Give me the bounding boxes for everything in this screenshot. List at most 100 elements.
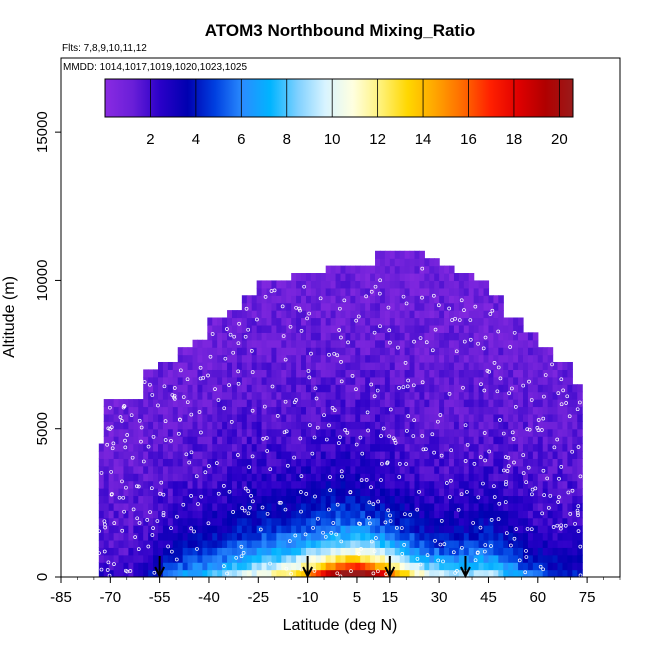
sample-point xyxy=(364,294,368,299)
heatmap-cell xyxy=(419,406,425,415)
heatmap-cell xyxy=(365,502,371,511)
heatmap-cell xyxy=(518,421,524,430)
heatmap-cell xyxy=(98,458,105,467)
heatmap-cell xyxy=(197,510,203,519)
heatmap-cell xyxy=(355,317,361,326)
heatmap-cell xyxy=(458,562,465,571)
heatmap-cell xyxy=(508,525,514,534)
heatmap-cell xyxy=(187,413,194,422)
heatmap-cell xyxy=(256,399,263,408)
heatmap-cell xyxy=(429,539,435,548)
heatmap-cell xyxy=(182,369,189,378)
heatmap-cell xyxy=(498,317,504,326)
heatmap-cell xyxy=(375,310,381,319)
sample-point xyxy=(187,460,192,465)
heatmap-cell xyxy=(217,480,223,489)
heatmap-cell xyxy=(123,525,130,534)
heatmap-cell xyxy=(118,443,125,452)
heatmap-cell xyxy=(113,532,120,541)
heatmap-cell xyxy=(305,295,312,304)
sample-point xyxy=(397,475,402,479)
heatmap-cell xyxy=(463,443,470,452)
sample-point xyxy=(397,462,402,466)
heatmap-cell xyxy=(379,310,386,319)
heatmap-cell xyxy=(473,539,480,548)
sample-point xyxy=(399,526,404,530)
heatmap-cell xyxy=(375,436,381,445)
heatmap-cell xyxy=(335,450,342,459)
heatmap-cell xyxy=(335,569,342,577)
heatmap-cell xyxy=(355,369,361,378)
heatmap-cell xyxy=(192,517,199,526)
heatmap-cell xyxy=(246,473,253,482)
sample-point xyxy=(329,531,334,535)
sample-point xyxy=(436,419,440,424)
heatmap-cell xyxy=(513,532,519,541)
heatmap-cell xyxy=(108,428,115,437)
heatmap-cell xyxy=(276,421,282,430)
sample-point xyxy=(524,480,529,485)
heatmap-cell xyxy=(153,369,159,378)
sample-point xyxy=(189,526,193,531)
heatmap-cell xyxy=(404,310,411,319)
heatmap-cell xyxy=(355,361,361,370)
heatmap-cell xyxy=(478,361,485,370)
heatmap-cell xyxy=(133,488,139,497)
heatmap-cell xyxy=(375,510,381,519)
sample-point xyxy=(170,549,174,554)
heatmap-cell xyxy=(162,450,169,459)
heatmap-cell xyxy=(478,376,485,385)
heatmap-cell xyxy=(429,532,435,541)
sample-point xyxy=(236,369,241,374)
heatmap-cell xyxy=(379,295,386,304)
heatmap-cell xyxy=(458,495,465,504)
colorbar-tick-label: 10 xyxy=(324,131,341,148)
heatmap-cell xyxy=(271,502,277,511)
heatmap-cell xyxy=(167,376,174,385)
sample-point xyxy=(206,521,211,526)
heatmap-cell xyxy=(325,517,332,526)
heatmap-cell xyxy=(227,480,233,489)
heatmap-cell xyxy=(399,273,406,282)
sample-point xyxy=(461,385,465,390)
heatmap-cell xyxy=(103,525,110,534)
heatmap-cell xyxy=(365,495,371,504)
heatmap-cell xyxy=(355,465,361,474)
heatmap-cell xyxy=(197,436,203,445)
heatmap-cell xyxy=(394,302,401,311)
heatmap-cell xyxy=(98,554,105,563)
heatmap-cell xyxy=(379,480,386,489)
heatmap-cell xyxy=(143,480,149,489)
heatmap-cell xyxy=(197,532,203,541)
heatmap-cell xyxy=(207,339,213,348)
heatmap-cell xyxy=(488,554,495,563)
heatmap-cell xyxy=(222,517,228,526)
heatmap-cell xyxy=(276,391,282,400)
heatmap-cell xyxy=(453,399,460,408)
heatmap-cell xyxy=(167,554,174,563)
heatmap-cell xyxy=(552,525,559,534)
heatmap-cell xyxy=(567,399,573,408)
heatmap-cell xyxy=(320,324,327,333)
sample-point xyxy=(563,523,568,528)
sample-point xyxy=(495,389,500,394)
sample-point xyxy=(478,455,483,460)
sample-point xyxy=(438,542,443,547)
heatmap-cell xyxy=(266,525,273,534)
heatmap-cell xyxy=(355,443,361,452)
sample-point xyxy=(112,521,117,525)
heatmap-cell xyxy=(449,280,455,289)
heatmap-cell xyxy=(384,361,391,370)
heatmap-cell xyxy=(394,287,401,296)
sample-point xyxy=(97,529,101,534)
heatmap-cell xyxy=(394,339,401,348)
heatmap-cell xyxy=(246,317,253,326)
heatmap-cell xyxy=(394,280,401,289)
heatmap-cell xyxy=(291,428,297,437)
heatmap-cell xyxy=(567,532,573,541)
heatmap-cell xyxy=(350,510,356,519)
sample-point xyxy=(433,327,438,332)
heatmap-cell xyxy=(449,569,455,577)
heatmap-cell xyxy=(532,480,539,489)
heatmap-cell xyxy=(207,532,213,541)
